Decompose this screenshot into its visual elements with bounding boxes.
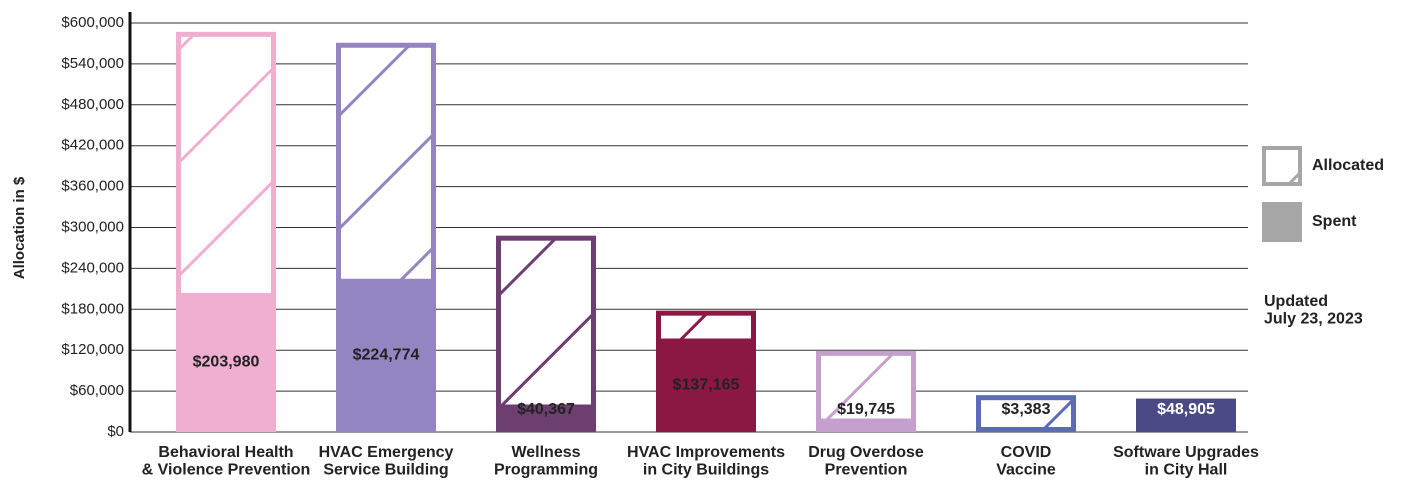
value-label: $137,165 — [673, 376, 740, 393]
x-tick-label: Behavioral Health & Violence Prevention — [142, 444, 311, 479]
spent-bar — [816, 418, 916, 432]
x-tick-label: HVAC Emergency Service Building — [319, 444, 454, 479]
y-tick-label: $240,000 — [61, 259, 124, 276]
legend-label: Spent — [1312, 213, 1357, 230]
value-label: $203,980 — [193, 354, 260, 371]
allocated-bar — [496, 235, 596, 432]
y-tick-label: $120,000 — [61, 341, 124, 358]
x-tick-label: HVAC Improvements in City Buildings — [627, 444, 785, 479]
value-label: $48,905 — [1157, 401, 1215, 418]
spent-bar — [656, 338, 756, 432]
allocated-bar — [816, 350, 916, 432]
spent-bar — [496, 404, 596, 432]
spent-bar — [336, 278, 436, 432]
value-label: $3,383 — [1002, 401, 1051, 418]
x-tick-label: Software Upgrades in City Hall — [1113, 444, 1259, 479]
legend-swatch — [1262, 202, 1302, 242]
y-tick-label: $60,000 — [70, 382, 124, 399]
legend-label: Allocated — [1312, 157, 1384, 174]
y-tick-label: $420,000 — [61, 137, 124, 154]
y-tick-label: $180,000 — [61, 300, 124, 317]
value-label: $19,745 — [837, 401, 895, 418]
allocated-bar — [976, 395, 1076, 433]
y-tick-label: $360,000 — [61, 178, 124, 195]
y-tick-label: $600,000 — [61, 14, 124, 31]
spent-bar — [1136, 398, 1236, 432]
y-tick-label: $300,000 — [61, 218, 124, 235]
x-tick-label: COVID Vaccine — [996, 444, 1056, 479]
y-axis-label: Allocation in $ — [11, 176, 28, 279]
x-tick-label: Drug Overdose Prevention — [808, 444, 924, 479]
legend-swatch — [1262, 146, 1302, 186]
annotation: Updated July 23, 2023 — [1264, 293, 1363, 328]
value-label: $40,367 — [517, 401, 575, 418]
x-tick-label: Wellness Programming — [494, 444, 598, 479]
y-tick-label: $0 — [107, 423, 124, 440]
y-tick-label: $540,000 — [61, 55, 124, 72]
value-label: $224,774 — [353, 347, 420, 364]
spent-bar — [976, 429, 1076, 432]
spent-bar — [176, 292, 276, 432]
y-tick-label: $480,000 — [61, 96, 124, 113]
